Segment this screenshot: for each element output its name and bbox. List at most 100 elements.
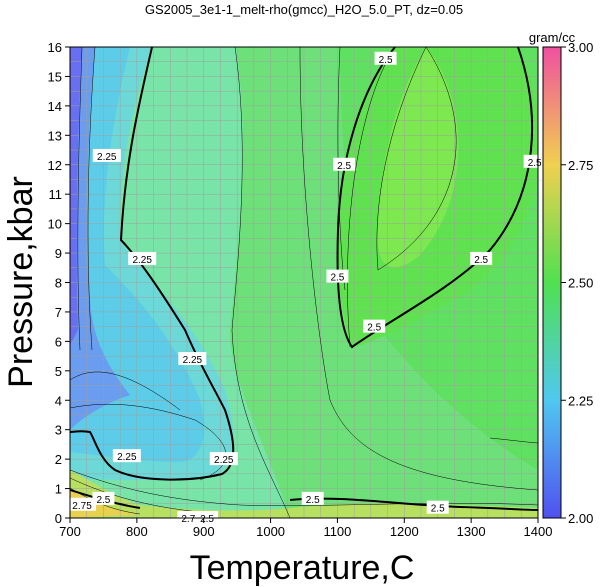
contour-label: 2.25 <box>209 452 238 466</box>
y-tick-label: 7 <box>55 305 62 320</box>
contour-label-bg <box>470 251 493 265</box>
contour-label-text: 2.5 <box>367 323 381 334</box>
contour-label-bg <box>92 491 115 505</box>
contour-line <box>347 47 396 348</box>
x-tick-label: 1200 <box>390 524 419 539</box>
y-tick-label: 3 <box>55 423 62 438</box>
contour-label: 2.75 <box>68 497 97 512</box>
contour-label-text: 2.5 <box>96 495 110 506</box>
contour-label-bg <box>363 319 386 333</box>
contour-label: 2.5 <box>92 491 115 506</box>
y-tick-label: 11 <box>49 187 63 202</box>
contour-2.5-upper <box>336 47 534 349</box>
contour-label-bg <box>92 148 121 162</box>
colorbar-unit-label: gram/cc <box>529 30 576 45</box>
contour-label: 2.25 <box>128 251 157 266</box>
contour-label-text: 2.5 <box>306 495 320 506</box>
x-tick-label: 900 <box>193 524 215 539</box>
contour-label: 2.25 <box>112 449 141 463</box>
contour-label-text: 2.25 <box>132 255 152 266</box>
contour-label: 2.5 <box>301 491 324 506</box>
contour-label-text: 2.5 <box>200 514 214 525</box>
contour-label-bg <box>128 251 157 265</box>
contour-label: 2.5 <box>426 500 449 515</box>
x-tick-label: 1000 <box>256 524 285 539</box>
x-axis-ticks: 700 800 900 1000 1100 1200 1300 1400 <box>59 518 552 539</box>
y-tick-label: 4 <box>55 393 62 408</box>
contour-label: 2.5 <box>326 269 349 284</box>
x-tick-label: 700 <box>59 524 81 539</box>
contour-label-text: 2.5 <box>528 158 542 169</box>
contour-label-text: 2.5 <box>474 255 488 266</box>
contour-label: 2.5 <box>523 154 546 169</box>
contour-label-text: 2.25 <box>97 152 117 163</box>
y-tick-label: 0 <box>55 511 62 526</box>
contour-label-text: 2.5 <box>379 55 393 66</box>
contour-line <box>489 437 538 444</box>
y-tick-label: 14 <box>48 99 62 114</box>
y-tick-label: 5 <box>55 364 62 379</box>
field-lens-inner <box>377 47 459 268</box>
contour-label-text: 2.25 <box>117 452 137 463</box>
contour-2.25 <box>70 47 235 481</box>
field-blue-region <box>70 47 130 430</box>
contour-label: 2.5 <box>470 251 493 266</box>
contour-label: 2.25 <box>92 148 121 163</box>
contour-label-bg <box>326 269 349 283</box>
colorbar: gram/cc 2.00 2.25 2.50 2.75 3.00 <box>529 30 593 526</box>
contour-line <box>377 47 457 271</box>
contour-label: 2.5 <box>363 319 386 334</box>
contour-label-bg <box>333 157 356 171</box>
colorbar-gradient <box>542 46 562 519</box>
y-axis-title: Pressure,kbar <box>2 176 40 388</box>
contour-line <box>299 47 538 491</box>
contour-label-text: 2.7 <box>181 514 195 525</box>
contour-label-bg <box>178 352 207 366</box>
x-tick-label: 1400 <box>524 524 553 539</box>
x-axis-title: Temperature,C <box>190 549 415 587</box>
y-tick-label: 9 <box>55 246 62 261</box>
contour-line <box>77 47 83 351</box>
y-tick-label: 6 <box>55 334 62 349</box>
x-tick-label: 1100 <box>323 524 351 539</box>
contour-label-bg <box>301 491 324 505</box>
colorbar-tick-label: 2.00 <box>568 511 593 526</box>
colorbar-tick-label: 2.50 <box>568 276 593 291</box>
contour-label: 2.5 <box>333 157 356 172</box>
contour-label-bg <box>112 449 141 463</box>
field-blue-core <box>70 47 82 345</box>
contour-label-text: 2.5 <box>431 504 445 515</box>
y-tick-label: 16 <box>48 40 62 55</box>
contour-line <box>376 47 427 271</box>
y-tick-label: 10 <box>48 217 62 232</box>
contour-line <box>87 47 96 351</box>
contour-label: 2.25 <box>178 352 207 366</box>
contour-line <box>231 47 291 518</box>
colorbar-tick-label: 2.75 <box>568 158 593 173</box>
x-tick-label: 800 <box>126 524 148 539</box>
chart-title: GS2005_3e1-1_melt-rho(gmcc)_H2O_5.0_PT, … <box>145 2 463 17</box>
contour-label-bg <box>523 154 546 168</box>
y-tick-label: 13 <box>48 128 62 143</box>
colorbar-tick-label: 2.25 <box>568 393 593 408</box>
contour-label-bg <box>209 452 238 466</box>
y-tick-label: 8 <box>55 276 62 291</box>
contour-label-text: 2.5 <box>330 273 344 284</box>
contour-label-bg <box>374 51 397 65</box>
x-tick-label: 1300 <box>457 524 486 539</box>
y-tick-label: 1 <box>55 482 62 497</box>
colorbar-tick-label: 3.00 <box>568 40 593 55</box>
contour-label-text: 2.5 <box>337 161 351 172</box>
contour-label-text: 2.25 <box>214 455 234 466</box>
y-tick-label: 15 <box>48 69 62 84</box>
contour-label-text: 2.25 <box>183 355 203 366</box>
colorbar-ticks: 2.00 2.25 2.50 2.75 3.00 <box>561 40 593 526</box>
contour-line <box>70 371 181 411</box>
y-tick-label: 12 <box>48 158 62 173</box>
contour-label-text: 2.75 <box>72 501 92 512</box>
y-tick-label: 2 <box>55 452 62 467</box>
contour-label-bg <box>68 497 97 511</box>
contour-label-bg <box>426 500 449 514</box>
